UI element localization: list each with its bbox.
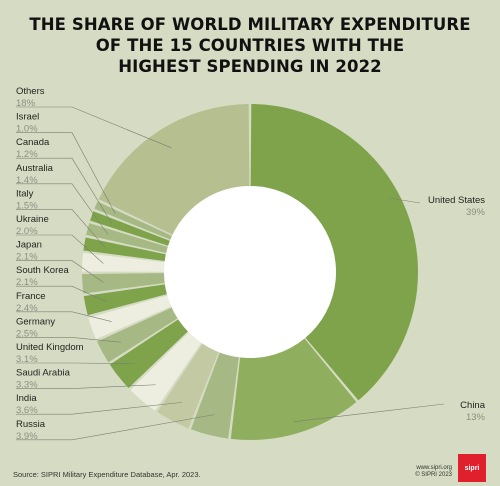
label-value: 3.9% <box>16 431 38 442</box>
label-name: Italy <box>16 188 34 199</box>
label-value: 2.1% <box>16 252 38 263</box>
label-value: 2.0% <box>16 226 38 237</box>
slice-italy <box>83 237 166 261</box>
slice-south-korea <box>83 284 167 316</box>
donut-hole <box>164 186 336 358</box>
slice-china <box>230 338 357 441</box>
label-value: 3.6% <box>16 405 38 416</box>
slice-saudi-arabia <box>130 332 202 411</box>
label-value: 2.4% <box>16 303 38 314</box>
slice-others <box>98 104 250 235</box>
label-name: Others <box>16 86 45 97</box>
label-name: Germany <box>16 316 55 327</box>
label-value: 1.4% <box>16 175 38 186</box>
label-name: China <box>460 400 486 411</box>
slice-france <box>88 295 172 340</box>
label-name: India <box>16 393 37 404</box>
leader-line <box>16 311 112 322</box>
slice-australia <box>86 223 168 253</box>
sipri-logo: sipri <box>458 454 486 482</box>
slice-ukraine <box>82 253 165 272</box>
leader-line <box>16 209 106 248</box>
leader-line <box>16 106 172 149</box>
leader-line <box>389 197 421 204</box>
slice-germany <box>97 307 178 363</box>
label-value: 2.5% <box>16 328 38 339</box>
leader-line <box>16 337 121 343</box>
source-note: Source: SIPRI Military Expenditure Datab… <box>13 470 201 479</box>
leader-line <box>16 362 136 364</box>
label-name: United Kingdom <box>16 342 84 353</box>
label-value: 3.1% <box>16 354 38 365</box>
credit-url: www.sipri.org <box>416 465 452 471</box>
leader-line <box>16 132 116 214</box>
label-name: Russia <box>16 419 46 430</box>
credit-copyright: © SIPRI 2023 <box>415 472 452 478</box>
label-name: Australia <box>16 163 54 174</box>
label-name: Japan <box>16 240 42 251</box>
slice-united-states <box>250 104 418 401</box>
label-name: South Korea <box>16 265 70 276</box>
leader-line <box>16 157 112 224</box>
label-value: 1.5% <box>16 200 38 211</box>
leader-line <box>16 183 109 235</box>
label-value: 39% <box>466 207 486 218</box>
title-line-2: OF THE 15 COUNTRIES WITH THE <box>95 36 405 55</box>
leader-line <box>293 403 445 422</box>
label-value: 2.1% <box>16 277 38 288</box>
chart-title: THE SHARE OF WORLD MILITARY EXPENDITURE … <box>0 14 500 77</box>
title-line-3: HIGHEST SPENDING IN 2022 <box>118 57 382 76</box>
slice-japan <box>82 273 165 294</box>
label-name: Israel <box>16 112 39 123</box>
credit: www.sipri.org © SIPRI 2023 <box>402 465 452 479</box>
label-name: Canada <box>16 137 50 148</box>
slice-canada <box>90 211 170 246</box>
leader-line <box>16 384 156 389</box>
leader-line <box>16 402 183 415</box>
label-name: United States <box>428 195 485 206</box>
label-value: 13% <box>466 412 486 423</box>
leader-line <box>16 234 104 264</box>
title-line-1: THE SHARE OF WORLD MILITARY EXPENDITURE <box>29 15 471 34</box>
leader-line <box>16 285 107 302</box>
slice-india <box>157 343 219 429</box>
slice-united-kingdom <box>109 319 188 389</box>
label-value: 1.2% <box>16 149 38 160</box>
leader-line <box>16 260 104 283</box>
label-value: 18% <box>16 98 36 109</box>
label-name: Ukraine <box>16 214 49 225</box>
label-name: Saudi Arabia <box>16 368 71 379</box>
label-value: 3.3% <box>16 380 38 391</box>
leader-line <box>16 414 215 441</box>
label-value: 1.0% <box>16 124 38 135</box>
slice-russia <box>190 352 239 439</box>
label-name: France <box>16 291 46 302</box>
